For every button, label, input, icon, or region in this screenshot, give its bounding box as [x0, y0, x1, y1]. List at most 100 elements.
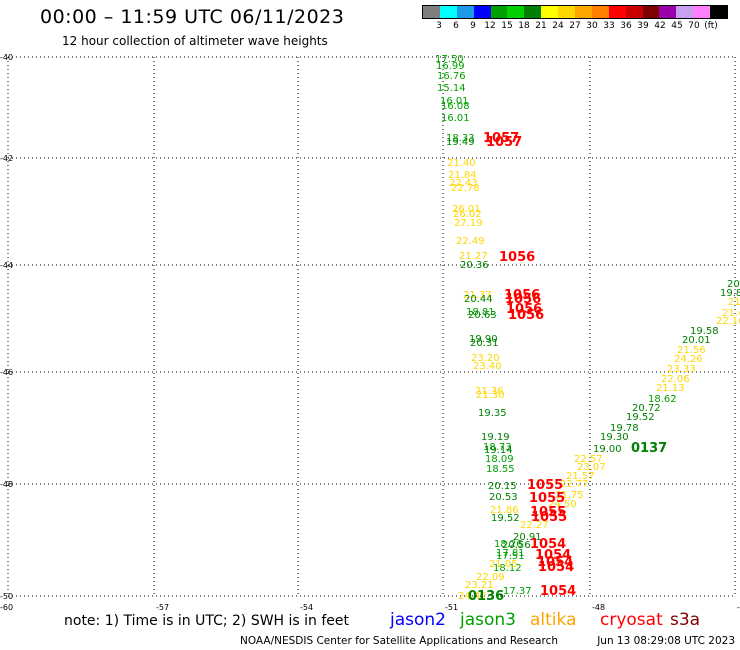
wave-height-value: 17.37 [503, 586, 532, 597]
wave-height-value: 16.01 [441, 113, 470, 124]
wave-height-value: 24.42 [458, 591, 487, 602]
wave-height-value: 21.84 [448, 170, 477, 181]
pass-time-label: 1055 [531, 510, 567, 525]
pass-time-label: 1054 [535, 548, 571, 563]
color-scale-label: 45 [671, 21, 683, 31]
wave-height-value: 18.09 [485, 454, 514, 465]
wave-height-value: 19.78 [610, 423, 639, 434]
color-scale-label: 12 [484, 21, 496, 31]
wave-height-value: 21.75 [555, 490, 584, 501]
wave-height-value: 19.52 [491, 513, 520, 524]
wave-height-value: 17.81 [496, 548, 525, 559]
color-swatch [676, 6, 694, 18]
legend-altika: altika [530, 610, 577, 630]
wave-height-value: 20.01 [682, 335, 711, 346]
wave-height-value: 19.90 [469, 334, 498, 345]
wave-height-value: 22.09 [476, 572, 505, 583]
pass-time-label: 1054 [538, 560, 574, 575]
lat-tick-label: -48 [0, 480, 13, 489]
wave-height-value: 20.78 [727, 279, 740, 290]
legend-line: note: 1) Time is in UTC; 2) SWH is in fe… [64, 610, 740, 633]
wave-height-value: 16.76 [437, 71, 466, 82]
wave-height-value: 20.31 [470, 338, 499, 349]
wave-height-value: 18.81 [466, 307, 495, 318]
wave-height-value: 24.50 [548, 499, 577, 510]
wave-height-value: 22.27 [520, 520, 549, 531]
color-swatch [659, 6, 677, 18]
wave-height-value: 17.50 [435, 54, 464, 65]
wave-height-value: 23.07 [577, 462, 606, 473]
pass-time-label: 1055 [529, 491, 565, 506]
pass-time-label: 1057 [486, 135, 522, 150]
color-scale-label: 70 [688, 21, 700, 31]
map-tick-labels: -57 -54 -51 -48 -45 -40 -42 -44 -46 -48 -50 -60 [0, 53, 740, 610]
lon-tick-label: -51 [445, 603, 458, 610]
wave-height-value: 21.39 [728, 297, 740, 308]
pass-time-label: 1054 [540, 584, 576, 599]
wave-height-value: 20.56 [502, 540, 531, 551]
wave-height-value: 26.01 [452, 204, 481, 215]
pass-time-label: 1056 [506, 302, 542, 317]
lat-tick-label: -60 [0, 603, 13, 610]
lat-tick-label: -44 [0, 261, 13, 270]
color-swatch [524, 6, 542, 18]
pass-time-label: 1057 [483, 131, 519, 146]
footer-timestamp: Jun 13 08:29:08 UTC 2023 [597, 635, 735, 647]
lon-tick-label: -54 [300, 603, 313, 610]
footer: NOAA/NESDIS Center for Satellite Applica… [240, 635, 735, 647]
lat-tick-label: -46 [0, 368, 13, 377]
wave-height-value: 16.08 [441, 101, 470, 112]
wave-height-value: 21.49 [722, 308, 740, 319]
color-swatch [423, 6, 440, 18]
map-subtitle: 12 hour collection of altimeter wave hei… [62, 34, 328, 48]
wave-height-value: 21.57 [566, 471, 595, 482]
lon-tick-label: -57 [156, 603, 169, 610]
color-scale-label: 39 [637, 21, 649, 31]
footer-credit: NOAA/NESDIS Center for Satellite Applica… [240, 635, 558, 647]
pass-time-labels: 1057105710561056105610561056105510551055… [468, 131, 667, 604]
pass-time-label: 0137 [631, 441, 667, 456]
color-scale-label: 21 [535, 21, 547, 31]
wave-height-value: 22.77 [560, 479, 589, 490]
color-swatch [591, 6, 609, 18]
color-scale-label: 3 [436, 21, 442, 31]
wave-height-value: 21.36 [475, 386, 504, 397]
color-scale-label: 33 [603, 21, 615, 31]
lat-tick-label: -50 [0, 592, 13, 601]
legend-jason2: jason2 [390, 610, 446, 630]
wave-height-value: 22.49 [456, 236, 485, 247]
color-scale-label: 18 [518, 21, 530, 31]
wave-height-value: 19.58 [690, 326, 719, 337]
color-scale-label: 15 [501, 21, 513, 31]
wave-height-value: 18.62 [648, 394, 677, 405]
wave-height-value: 23.21 [465, 580, 494, 591]
wave-height-value: 20.72 [632, 403, 661, 414]
wave-height-value: 20.53 [489, 492, 518, 503]
color-swatch [625, 6, 643, 18]
color-swatch [693, 6, 711, 18]
color-swatch [473, 6, 491, 18]
legend-jason3: jason3 [460, 610, 516, 630]
wave-height-value: 18.12 [493, 563, 522, 574]
pass-time-label: 1056 [508, 308, 544, 323]
wave-height-value: 21.13 [656, 383, 685, 394]
wave-height-value: 27.19 [454, 218, 483, 229]
color-swatch [710, 6, 728, 18]
wave-height-value: 20.63 [468, 310, 497, 321]
wave-height-map: -57 -54 -51 -48 -45 -40 -42 -44 -46 -48 -50 -60 17.… [0, 53, 740, 610]
wave-height-value: 18.33 [446, 133, 475, 144]
color-scale-label: (ft) [704, 21, 718, 31]
pass-time-label: 0136 [468, 589, 504, 604]
wave-height-value: 19.35 [478, 408, 507, 419]
pass-time-label: 1055 [527, 478, 563, 493]
wave-height-value: 22.43 [449, 178, 478, 189]
legend-cryosat: cryosat [600, 610, 663, 630]
wave-height-value: 21.37 [463, 290, 492, 301]
map-grid [7, 56, 736, 597]
color-swatch [608, 6, 626, 18]
wave-height-value: 20.44 [464, 294, 493, 305]
color-swatch [490, 6, 508, 18]
color-scale-label: 36 [620, 21, 632, 31]
pass-time-label: 1056 [504, 288, 540, 303]
wave-height-value: 16.01 [440, 96, 469, 107]
